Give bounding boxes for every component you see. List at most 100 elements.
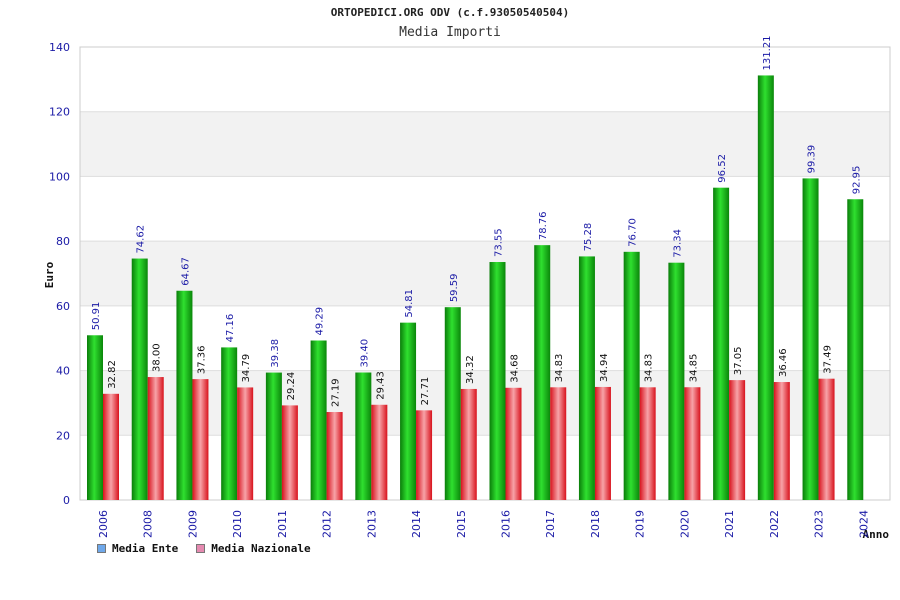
bar-media-nazionale-2014 [416, 410, 433, 500]
y-tick-label: 80 [56, 235, 70, 248]
x-tick-label-2015: 2015 [455, 510, 468, 538]
data-label-media-nazionale-2011: 29.24 [286, 372, 297, 401]
y-tick-label: 100 [49, 170, 70, 183]
data-label-media-ente-2011: 39.38 [270, 339, 281, 368]
x-axis-label: Anno [863, 528, 890, 541]
chart-title: ORTOPEDICI.ORG ODV (c.f.93050540504) [330, 6, 570, 19]
data-label-media-nazionale-2006: 32.82 [107, 360, 118, 389]
data-label-media-ente-2008: 74.62 [136, 225, 147, 254]
y-tick-label: 120 [49, 106, 70, 119]
data-label-media-ente-2015: 59.59 [449, 274, 460, 303]
bar-media-nazionale-2018 [594, 386, 611, 500]
data-label-media-nazionale-2016: 34.68 [510, 354, 521, 383]
grid-band [80, 241, 890, 306]
x-tick-label-2023: 2023 [813, 510, 826, 538]
legend-label-ente: Media Ente [112, 542, 179, 555]
bar-media-nazionale-2017 [550, 387, 567, 500]
grid-band [80, 370, 890, 436]
data-label-media-nazionale-2022: 36.46 [778, 348, 789, 377]
data-label-media-nazionale-2009: 37.36 [196, 345, 207, 374]
bar-media-nazionale-2022 [773, 382, 790, 500]
data-label-media-nazionale-2010: 34.79 [241, 354, 252, 383]
bar-media-nazionale-2019 [639, 387, 656, 500]
bar-media-ente-2016 [489, 262, 506, 500]
bar-media-ente-2013 [355, 372, 372, 500]
data-label-media-ente-2021: 96.52 [717, 154, 728, 183]
bar-media-nazionale-2015 [460, 388, 477, 500]
bar-media-nazionale-2006 [103, 393, 119, 500]
bar-media-ente-2021 [713, 187, 730, 501]
bar-media-nazionale-2023 [818, 378, 835, 500]
data-label-media-ente-2022: 131.21 [762, 35, 773, 70]
bar-media-ente-2020 [668, 262, 685, 500]
legend-item-nazionale: Media Nazionale [196, 542, 311, 555]
legend-item-ente: Media Ente [97, 542, 178, 555]
bar-media-ente-2023 [802, 178, 819, 501]
y-tick-label: 0 [63, 494, 70, 507]
x-tick-label-2012: 2012 [321, 510, 334, 538]
bar-media-nazionale-2008 [147, 377, 164, 500]
data-label-media-ente-2019: 76.70 [628, 218, 639, 247]
bar-media-nazionale-2020 [684, 387, 701, 500]
data-label-media-nazionale-2013: 29.43 [375, 371, 386, 400]
chart-subtitle: Media Importi [399, 25, 501, 40]
grid-band [80, 111, 890, 177]
x-tick-label-2021: 2021 [723, 510, 736, 538]
x-tick-label-2011: 2011 [276, 510, 289, 538]
bar-media-ente-2009 [176, 290, 193, 500]
data-label-media-nazionale-2015: 34.32 [465, 355, 476, 384]
bar-media-ente-2018 [578, 256, 595, 500]
data-label-media-ente-2013: 39.40 [359, 339, 370, 368]
bar-media-nazionale-2016 [505, 387, 522, 500]
x-tick-label-2008: 2008 [142, 510, 155, 538]
bar-media-ente-2010 [221, 347, 238, 500]
data-label-media-nazionale-2018: 34.94 [599, 353, 610, 382]
x-tick-label-2019: 2019 [634, 510, 647, 538]
data-label-media-ente-2023: 99.39 [807, 145, 818, 174]
data-label-media-nazionale-2014: 27.71 [420, 377, 431, 406]
bar-media-ente-2019 [623, 251, 640, 500]
data-label-media-nazionale-2023: 37.49 [823, 345, 834, 374]
y-tick-label: 60 [56, 300, 70, 313]
data-label-media-nazionale-2020: 34.85 [688, 354, 699, 383]
bar-media-nazionale-2010 [237, 387, 254, 500]
bar-media-ente-2024 [847, 199, 864, 500]
bar-media-nazionale-2013 [371, 404, 388, 500]
y-tick-label: 20 [56, 429, 70, 442]
x-tick-label-2010: 2010 [231, 510, 244, 538]
bar-media-ente-2006 [87, 335, 103, 500]
bar-media-ente-2012 [310, 340, 327, 500]
x-tick-label-2006: 2006 [97, 510, 110, 538]
y-tick-label: 40 [56, 365, 70, 378]
data-label-media-ente-2020: 73.34 [672, 229, 683, 258]
data-label-media-ente-2006: 50.91 [91, 302, 102, 331]
data-label-media-ente-2009: 64.67 [180, 257, 191, 286]
plot-frame [79, 46, 891, 501]
y-axis-label: Euro [43, 261, 56, 288]
x-tick-label-2013: 2013 [365, 510, 378, 538]
x-tick-label-2009: 2009 [186, 510, 199, 538]
data-label-media-nazionale-2008: 38.00 [152, 343, 163, 372]
data-label-media-nazionale-2012: 27.19 [331, 378, 342, 407]
legend-swatch-nazionale [196, 544, 206, 553]
x-tick-label-2022: 2022 [768, 510, 781, 538]
x-tick-label-2018: 2018 [589, 510, 602, 538]
data-label-media-nazionale-2017: 34.83 [554, 354, 565, 383]
bar-media-ente-2022 [757, 75, 774, 500]
data-label-media-ente-2010: 47.16 [225, 314, 236, 343]
bar-media-ente-2015 [444, 307, 461, 500]
bar-media-nazionale-2011 [281, 405, 298, 500]
bar-media-ente-2011 [265, 372, 282, 500]
bar-media-ente-2017 [534, 245, 551, 500]
bar-media-ente-2014 [400, 322, 417, 500]
data-label-media-ente-2024: 92.95 [851, 166, 862, 195]
data-label-media-ente-2012: 49.29 [315, 307, 326, 336]
data-label-media-ente-2018: 75.28 [583, 223, 594, 252]
bar-media-nazionale-2009 [192, 379, 209, 500]
data-label-media-ente-2017: 78.76 [538, 212, 549, 241]
bar-media-nazionale-2012 [326, 412, 343, 500]
x-tick-label-2020: 2020 [678, 510, 691, 538]
data-label-media-ente-2016: 73.55 [494, 228, 505, 257]
bar-media-nazionale-2021 [729, 380, 746, 500]
